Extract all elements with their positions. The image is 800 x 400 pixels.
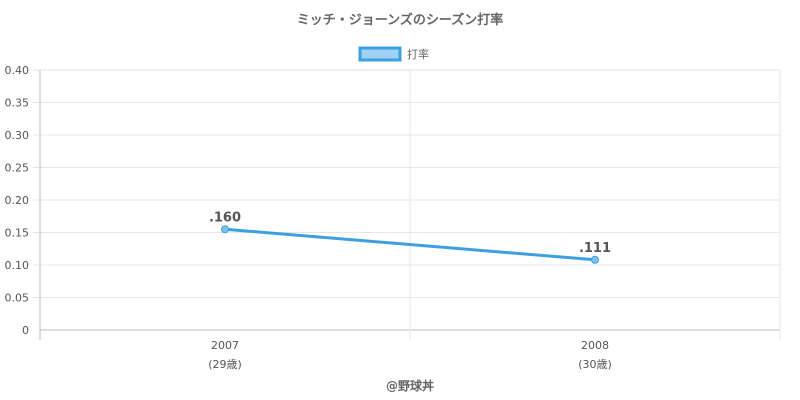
x-tick-label: 2007 (211, 339, 239, 352)
data-point[interactable] (591, 255, 599, 264)
series-line (224, 227, 596, 262)
grid (33, 69, 781, 340)
y-tick-label: 0.05 (5, 292, 30, 305)
y-tick-label: 0.10 (5, 259, 30, 272)
data-label: .111 (579, 241, 611, 256)
credit-label: @野球丼 (386, 378, 434, 393)
y-tick-label: 0.25 (5, 162, 30, 175)
series-batting-average: .160 .111 (209, 210, 611, 264)
y-tick-label: 0.40 (5, 64, 30, 77)
y-tick-label: 0.15 (5, 227, 30, 240)
legend-swatch (358, 46, 402, 62)
x-axis-ticks: 2007 (29歳) 2008 (30歳) (208, 339, 612, 371)
y-axis-ticks: 0 0.05 0.10 0.15 0.20 0.25 0.30 0.35 0.40 (5, 64, 30, 337)
x-tick-label: 2008 (581, 339, 609, 352)
x-tick-sublabel: (30歳) (578, 358, 612, 371)
y-tick-label: 0.20 (5, 194, 30, 207)
data-label: .160 (209, 210, 241, 225)
legend-label: 打率 (407, 47, 429, 61)
y-tick-label: 0.30 (5, 129, 30, 142)
x-tick-sublabel: (29歳) (208, 358, 242, 371)
data-point[interactable] (221, 225, 229, 234)
y-tick-label: 0.35 (5, 97, 30, 110)
y-tick-label: 0 (22, 324, 29, 337)
chart-title: ミッチ・ジョーンズのシーズン打率 (297, 12, 503, 28)
legend[interactable]: 打率 (358, 46, 429, 62)
